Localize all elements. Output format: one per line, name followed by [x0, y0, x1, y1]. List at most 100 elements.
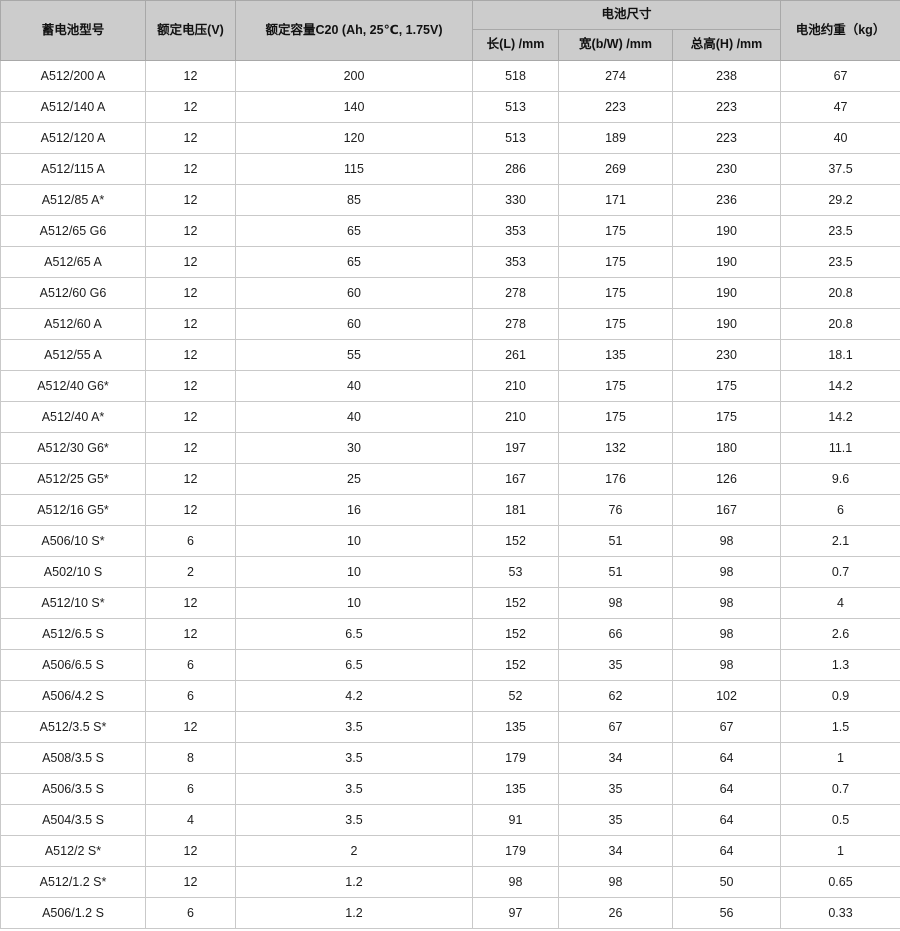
cell-length: 210	[472, 370, 559, 402]
cell-width: 274	[558, 60, 673, 92]
cell-rated-capacity: 1.2	[235, 866, 473, 898]
cell-model: A512/65 A	[0, 246, 146, 278]
column-header-approx-weight: 电池约重（kg）	[780, 0, 900, 61]
cell-total-height: 236	[671, 184, 782, 216]
cell-approx-weight: 20.8	[780, 308, 900, 340]
cell-model: A512/60 A	[0, 308, 146, 340]
cell-width: 189	[558, 122, 673, 154]
cell-rated-voltage: 12	[145, 370, 236, 402]
cell-width: 35	[558, 773, 673, 805]
cell-model: A512/115 A	[0, 153, 146, 185]
cell-rated-voltage: 12	[145, 711, 236, 743]
cell-length: 152	[472, 587, 559, 619]
table-body: A512/200 A 12 200 518 274 238 67 A512/140 A 12 14…	[0, 60, 900, 929]
table-row: A506/3.5 S 6 3.5 135 35 64 0.7	[0, 773, 900, 805]
cell-width: 175	[558, 308, 673, 340]
cell-rated-capacity: 120	[235, 122, 473, 154]
cell-rated-voltage: 12	[145, 432, 236, 464]
table-row: A506/4.2 S 6 4.2 52 62 102 0.9	[0, 680, 900, 712]
cell-rated-capacity: 6.5	[235, 618, 473, 650]
table-row: A512/1.2 S* 12 1.2 98 98 50 0.65	[0, 866, 900, 898]
cell-approx-weight: 67	[780, 60, 900, 92]
cell-total-height: 64	[671, 742, 782, 774]
cell-rated-voltage: 12	[145, 835, 236, 867]
cell-length: 518	[472, 60, 559, 92]
cell-length: 197	[472, 432, 559, 464]
cell-length: 167	[472, 463, 559, 495]
cell-width: 35	[558, 804, 673, 836]
cell-length: 181	[472, 494, 559, 526]
cell-total-height: 64	[671, 773, 782, 805]
cell-length: 152	[472, 618, 559, 650]
table-row: A512/30 G6* 12 30 197 132 180 11.1	[0, 432, 900, 464]
column-header-width: 宽(b/W) /mm	[558, 29, 673, 61]
cell-width: 67	[558, 711, 673, 743]
cell-total-height: 238	[671, 60, 782, 92]
cell-length: 98	[472, 866, 559, 898]
cell-length: 97	[472, 897, 559, 929]
cell-model: A512/85 A*	[0, 184, 146, 216]
table-row: A502/10 S 2 10 53 51 98 0.7	[0, 556, 900, 588]
table-row: A506/6.5 S 6 6.5 152 35 98 1.3	[0, 649, 900, 681]
cell-rated-voltage: 12	[145, 401, 236, 433]
cell-rated-capacity: 65	[235, 246, 473, 278]
cell-width: 223	[558, 91, 673, 123]
table-row: A512/40 G6* 12 40 210 175 175 14.2	[0, 370, 900, 402]
cell-rated-capacity: 55	[235, 339, 473, 371]
cell-rated-capacity: 40	[235, 401, 473, 433]
cell-approx-weight: 0.7	[780, 773, 900, 805]
cell-approx-weight: 2.6	[780, 618, 900, 650]
cell-rated-voltage: 12	[145, 60, 236, 92]
cell-length: 278	[472, 308, 559, 340]
cell-total-height: 175	[671, 401, 782, 433]
cell-length: 179	[472, 742, 559, 774]
cell-approx-weight: 29.2	[780, 184, 900, 216]
cell-rated-voltage: 12	[145, 184, 236, 216]
cell-rated-capacity: 200	[235, 60, 473, 92]
table-header: 蓄电池型号 额定电压(V) 额定容量C20 (Ah, 25℃, 1.75V) 电…	[0, 0, 900, 61]
table-row: A512/25 G5* 12 25 167 176 126 9.6	[0, 463, 900, 495]
cell-rated-capacity: 16	[235, 494, 473, 526]
cell-rated-capacity: 3.5	[235, 711, 473, 743]
column-header-rated-capacity: 额定容量C20 (Ah, 25℃, 1.75V)	[235, 0, 473, 61]
cell-width: 98	[558, 587, 673, 619]
cell-model: A512/60 G6	[0, 277, 146, 309]
cell-model: A512/3.5 S*	[0, 711, 146, 743]
cell-rated-capacity: 1.2	[235, 897, 473, 929]
cell-approx-weight: 9.6	[780, 463, 900, 495]
cell-rated-capacity: 2	[235, 835, 473, 867]
cell-approx-weight: 14.2	[780, 401, 900, 433]
cell-length: 353	[472, 246, 559, 278]
cell-rated-capacity: 3.5	[235, 804, 473, 836]
cell-length: 513	[472, 91, 559, 123]
table-row: A506/10 S* 6 10 152 51 98 2.1	[0, 525, 900, 557]
cell-rated-capacity: 85	[235, 184, 473, 216]
table-row: A512/65 A 12 65 353 175 190 23.5	[0, 246, 900, 278]
cell-total-height: 230	[671, 153, 782, 185]
cell-approx-weight: 40	[780, 122, 900, 154]
cell-approx-weight: 23.5	[780, 215, 900, 247]
cell-rated-voltage: 12	[145, 463, 236, 495]
cell-total-height: 126	[671, 463, 782, 495]
cell-rated-capacity: 140	[235, 91, 473, 123]
cell-total-height: 180	[671, 432, 782, 464]
cell-total-height: 67	[671, 711, 782, 743]
table-header-row-primary: 蓄电池型号 额定电压(V) 额定容量C20 (Ah, 25℃, 1.75V) 电…	[0, 0, 900, 61]
cell-approx-weight: 1.5	[780, 711, 900, 743]
cell-rated-capacity: 10	[235, 556, 473, 588]
cell-length: 152	[472, 525, 559, 557]
cell-model: A512/16 G5*	[0, 494, 146, 526]
cell-model: A512/140 A	[0, 91, 146, 123]
table-row: A512/85 A* 12 85 330 171 236 29.2	[0, 184, 900, 216]
table-row: A512/120 A 12 120 513 189 223 40	[0, 122, 900, 154]
cell-approx-weight: 1	[780, 742, 900, 774]
cell-approx-weight: 4	[780, 587, 900, 619]
cell-width: 175	[558, 246, 673, 278]
cell-rated-capacity: 25	[235, 463, 473, 495]
cell-width: 175	[558, 215, 673, 247]
cell-model: A512/40 A*	[0, 401, 146, 433]
cell-approx-weight: 20.8	[780, 277, 900, 309]
cell-rated-capacity: 60	[235, 277, 473, 309]
cell-total-height: 98	[671, 618, 782, 650]
table-row: A508/3.5 S 8 3.5 179 34 64 1	[0, 742, 900, 774]
